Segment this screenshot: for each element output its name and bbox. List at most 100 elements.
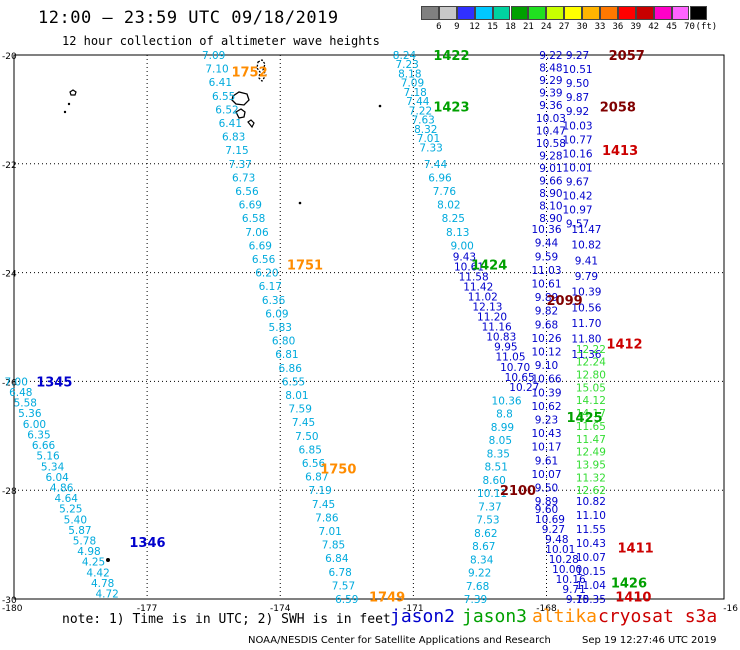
wave-height-value: 5.34 xyxy=(41,461,65,473)
wave-height-value: 9.43 xyxy=(453,251,476,263)
wave-height-value: 4.72 xyxy=(95,589,118,601)
wave-height-value: 12.13 xyxy=(472,301,502,313)
wave-height-value: 6.00 xyxy=(23,419,46,431)
wave-height-value: 11.05 xyxy=(495,352,525,364)
wave-height-value: 8.8 xyxy=(496,409,513,421)
island-outlines xyxy=(63,59,382,562)
colorbar-label: 70 xyxy=(684,22,695,32)
wave-height-value: 9.89 xyxy=(535,496,558,508)
wave-height-value: 7.09 xyxy=(202,50,225,62)
wave-height-value: 6.20 xyxy=(255,268,278,280)
wave-height-value: 8.51 xyxy=(485,462,508,474)
wave-height-value: 10.43 xyxy=(531,428,561,440)
wave-height-value: 8.18 xyxy=(398,68,421,80)
wave-height-value: 10.61 xyxy=(454,261,484,273)
colorbar-swatch xyxy=(528,6,547,20)
colorbar-label: 33 xyxy=(594,22,606,32)
wave-height-value: 8.99 xyxy=(491,422,514,434)
wave-height-value: 10.83 xyxy=(486,332,516,344)
wave-height-value: 9.22 xyxy=(539,50,562,62)
wave-height-value: 11.55 xyxy=(576,524,606,536)
wave-height-value: 6.56 xyxy=(235,186,259,198)
wave-height-value: 9.82 xyxy=(535,306,558,318)
colorbar-unit: (ft) xyxy=(695,22,718,32)
wave-height-value: 10.00 xyxy=(552,564,582,576)
wave-height-value: 7.50 xyxy=(295,431,318,443)
wave-height-value: 7.68 xyxy=(466,581,489,593)
wave-height-value: 7.15 xyxy=(225,145,248,157)
colorbar-swatch xyxy=(671,6,690,20)
wave-height-value: 6.52 xyxy=(215,104,238,116)
pass-label: 2099 xyxy=(547,294,583,309)
wave-height-value: 7.63 xyxy=(411,115,434,127)
wave-height-value: 6.69 xyxy=(249,240,272,252)
wave-height-value: 9.89 xyxy=(535,292,558,304)
pass-label: 1426 xyxy=(611,577,647,592)
colorbar-label: 24 xyxy=(540,22,552,32)
wave-height-value: 9.36 xyxy=(539,100,563,112)
wave-height-value: 6.41 xyxy=(209,77,232,89)
wave-height-value: 8.48 xyxy=(539,63,562,75)
wave-height-value: 6.78 xyxy=(328,567,351,579)
colorbar-label: 27 xyxy=(558,22,570,32)
wave-height-value: 8.67 xyxy=(472,541,495,553)
wave-height-value: 9.41 xyxy=(575,255,598,267)
wave-height-value: 6.55 xyxy=(212,91,235,103)
wave-height-value: 9.00 xyxy=(450,240,473,252)
wave-height-value: 6.86 xyxy=(279,363,303,375)
island-shape xyxy=(247,119,255,129)
wave-height-value: 7.37 xyxy=(478,501,501,513)
island-dot xyxy=(63,110,67,114)
wave-height-value: 11.42 xyxy=(463,281,493,293)
pass-labels: 1422 1423 1424 1425 1426 1752 1751 1750 1749 1345… xyxy=(36,49,654,605)
wave-height-value: 5.78 xyxy=(73,536,96,548)
pass-label: 1425 xyxy=(566,411,602,426)
legend-altika: altika xyxy=(532,606,598,627)
pass-label: 1422 xyxy=(433,49,469,64)
wave-height-value: 5.58 xyxy=(14,398,37,410)
wave-height-value: 6.59 xyxy=(335,594,358,606)
wave-height-value: 8.32 xyxy=(414,124,437,136)
wave-height-value: 10.27 xyxy=(509,382,539,394)
wave-height-value: 8.10 xyxy=(539,201,562,213)
wave-height-value: 6.83 xyxy=(222,132,245,144)
legend-jason3: jason3 xyxy=(462,606,528,627)
wave-height-value: 9.27 xyxy=(566,50,589,62)
wave-height-value: 10.97 xyxy=(563,205,593,217)
wave-height-value: 5.40 xyxy=(64,514,87,526)
wave-height-value: 6.87 xyxy=(305,472,328,484)
pass-label: 1749 xyxy=(369,590,405,605)
wave-height-value: 10.03 xyxy=(563,120,593,132)
lon-tick-label: -168 xyxy=(536,604,557,614)
wave-height-value: 4.25 xyxy=(82,557,105,569)
wave-height-value: 9.59 xyxy=(535,251,558,263)
wave-height-value: 9.92 xyxy=(566,106,589,118)
wave-height-value: 10.12 xyxy=(531,346,561,358)
wave-height-value: 4.78 xyxy=(91,578,114,590)
pass-label: 1424 xyxy=(471,258,507,273)
wave-height-value: 9.75 xyxy=(566,594,589,606)
wave-height-value: 6.66 xyxy=(32,440,56,452)
footer-timestamp: Sep 19 12:27:46 UTC 2019 xyxy=(582,635,717,646)
wave-height-value: 7.45 xyxy=(292,417,315,429)
wave-height-value: 8.13 xyxy=(446,227,469,239)
wave-height-value: 9.50 xyxy=(535,482,558,494)
wave-height-value: 7.23 xyxy=(395,59,418,71)
wave-height-value: 10.35 xyxy=(576,594,606,606)
wave-height-value: 11.65 xyxy=(576,421,606,433)
axis-tick-labels: -20 -22 -24 -26 -28 -30-180 -177 -174 -171 -168 -1… xyxy=(2,52,738,614)
wave-height-value: 10.77 xyxy=(563,134,593,146)
wave-height-value: 10.07 xyxy=(576,552,606,564)
wave-height-value: 10.65 xyxy=(505,372,535,384)
wave-height-value: 7.86 xyxy=(315,512,339,524)
colorbar-swatch xyxy=(421,6,439,20)
colorbar-label: 39 xyxy=(630,22,642,32)
colorbar-swatch xyxy=(438,6,457,20)
wave-height-value: 9.71 xyxy=(562,584,585,596)
wave-height-value: 11.10 xyxy=(576,510,606,522)
map-frame xyxy=(13,54,725,600)
colorbar-label: 12 xyxy=(469,22,481,32)
wave-height-value: 12.62 xyxy=(576,485,606,497)
wave-height-value: 7.10 xyxy=(205,64,228,76)
